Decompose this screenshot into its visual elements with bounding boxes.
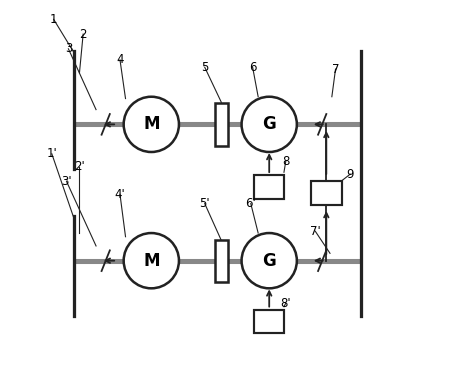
Text: 6': 6' (245, 197, 256, 210)
Text: 4: 4 (116, 53, 124, 67)
Bar (215, 239, 228, 282)
Text: 2': 2' (74, 160, 85, 173)
Bar (255, 310, 284, 334)
Text: 8: 8 (282, 155, 289, 168)
Text: 4': 4' (115, 188, 126, 201)
Text: 3': 3' (61, 175, 72, 188)
Bar (215, 103, 228, 145)
Text: G: G (262, 115, 276, 134)
Text: 9: 9 (346, 168, 354, 181)
Text: 2: 2 (79, 28, 87, 41)
Circle shape (124, 233, 179, 288)
Text: 7': 7' (310, 225, 321, 238)
Text: G: G (262, 252, 276, 270)
Text: 6: 6 (249, 61, 256, 74)
Text: 5': 5' (199, 197, 210, 210)
Text: 7: 7 (332, 62, 339, 76)
Bar (310, 181, 342, 205)
Text: M: M (143, 252, 160, 270)
Circle shape (124, 97, 179, 152)
Text: 5: 5 (201, 61, 208, 74)
Text: 1: 1 (50, 13, 58, 26)
Text: 3: 3 (65, 42, 72, 55)
Text: M: M (143, 115, 160, 134)
Bar (255, 175, 284, 199)
Text: 8': 8' (280, 297, 291, 310)
Circle shape (242, 97, 297, 152)
Circle shape (242, 233, 297, 288)
Text: 1': 1' (46, 147, 57, 160)
